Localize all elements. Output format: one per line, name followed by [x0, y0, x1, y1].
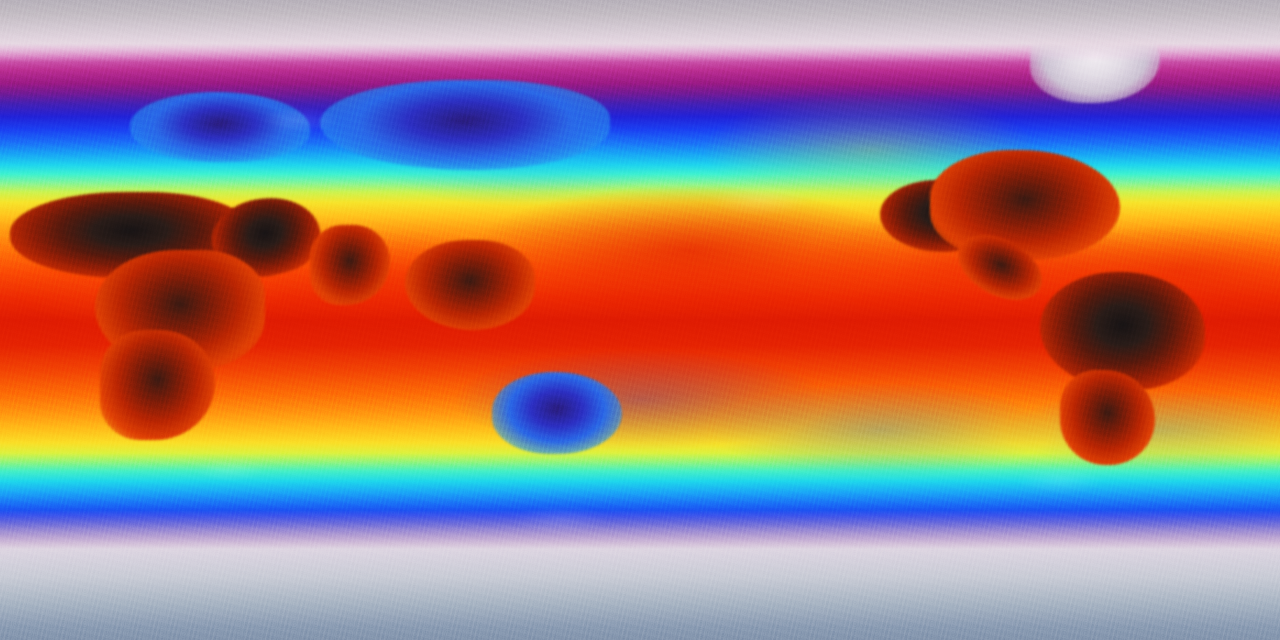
region-southeast-asia: [405, 240, 535, 330]
region-australia: [492, 372, 622, 454]
region-siberia: [320, 80, 610, 170]
region-tibetan-plateau: [302, 171, 423, 234]
antarctica-ice-sheet: [0, 510, 1280, 640]
region-india: [310, 225, 390, 305]
region-southern-africa: [100, 330, 215, 440]
arctic-ice-cap: [0, 0, 1280, 62]
region-north-america: [930, 150, 1120, 260]
region-amazon-basin: [1040, 272, 1205, 390]
region-south-america-south: [1060, 370, 1155, 465]
region-northern-europe: [130, 92, 310, 162]
